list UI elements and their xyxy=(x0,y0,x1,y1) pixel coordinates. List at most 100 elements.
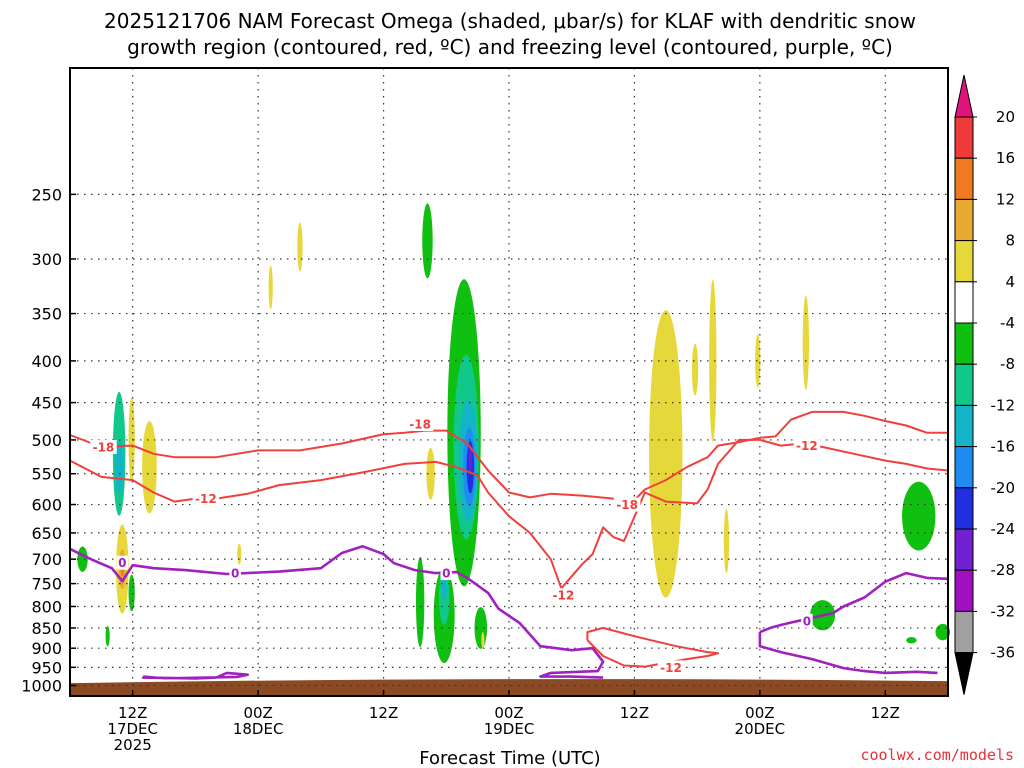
omega-cell-2 xyxy=(77,546,88,572)
colorbar-bin-11 xyxy=(954,528,974,571)
x-tick-label-30-1: 12Z xyxy=(369,704,398,722)
freezing-label-2-bg xyxy=(440,566,453,581)
y-tick-label-300: 300 xyxy=(31,250,62,269)
omega-cell-24 xyxy=(468,447,472,474)
x-tick-label-54-1: 12Z xyxy=(620,704,649,722)
dgz-contour-minus12-upper xyxy=(629,410,948,506)
colorbar-bin-10 xyxy=(954,487,974,530)
x-tick-label-18-1: 00Z xyxy=(243,704,272,722)
omega-colorbar: 20 16 12 8 4 -4 -8 -12 -16 -20 -24 -28 -32 -36 xyxy=(954,74,1016,695)
ground-surface xyxy=(70,679,948,696)
omega-cell-26 xyxy=(481,632,485,649)
omega-cell-7 xyxy=(128,574,135,612)
colorbar-top-arrow xyxy=(954,74,974,118)
omega-cell-10 xyxy=(237,543,242,565)
omega-cell-9 xyxy=(142,421,157,514)
x-tick-label-78-1: 12Z xyxy=(871,704,900,722)
colorbar-bottom-arrow xyxy=(954,652,974,695)
y-tick-label-350: 350 xyxy=(31,305,62,324)
y-tick-label-1000: 1000 xyxy=(21,677,62,696)
freezing-level-contour xyxy=(69,545,605,679)
dgz-label-4: -18 xyxy=(616,498,638,512)
dgz-label-2: -18 xyxy=(409,418,431,432)
omega-cell-31 xyxy=(755,334,761,388)
dgz-label-0-bg xyxy=(90,439,117,454)
chart-title-line2: growth region (contoured, red, ºC) and f… xyxy=(127,35,893,59)
freezing-label-0-bg xyxy=(116,555,129,570)
colorbar-label-7: -12 xyxy=(991,396,1016,414)
chart-title-line1: 2025121706 NAM Forecast Omega (shaded, μ… xyxy=(104,9,916,33)
y-tick-label-550: 550 xyxy=(31,465,62,484)
colorbar-label-4: 4 xyxy=(1005,273,1015,291)
colorbar-label-5: -4 xyxy=(1000,314,1015,332)
freezing-label-0: 0 xyxy=(118,556,126,570)
colorbar-bin-8 xyxy=(954,404,974,448)
x-axis-label: Forecast Time (UTC) xyxy=(419,748,600,768)
y-tick-label-850: 850 xyxy=(31,619,62,638)
y-tick-label-950: 950 xyxy=(31,658,62,677)
freezing-level-contour-right-low xyxy=(758,632,938,675)
colorbar-label-3: 8 xyxy=(1005,232,1015,250)
colorbar-bin-5 xyxy=(954,281,974,324)
omega-cell-27 xyxy=(649,310,683,598)
dgz-label-6-bg xyxy=(793,438,821,453)
omega-cell-36 xyxy=(906,637,917,644)
omega-cell-15 xyxy=(426,447,435,500)
y-tick-label-400: 400 xyxy=(31,352,62,371)
dgz-label-3: -12 xyxy=(553,589,575,603)
dgz-contour-minus18-upper xyxy=(69,429,631,506)
freezing-level-contour-right xyxy=(759,571,949,634)
colorbar-label-0: 20 xyxy=(996,108,1015,126)
dgz-label-4-bg xyxy=(613,497,641,512)
x-tick-label-66-1: 00Z xyxy=(745,704,774,722)
freezing-label-1: 0 xyxy=(231,567,239,581)
dgz-contour-minus18-lower xyxy=(560,438,949,589)
dgz-label-0: -18 xyxy=(93,440,115,454)
colorbar-bin-2 xyxy=(954,157,974,200)
omega-cell-13 xyxy=(422,203,433,279)
x-tick-label-18-2: 18DEC xyxy=(233,720,284,738)
omega-cell-34 xyxy=(902,481,936,551)
x-tick-label-42-1: 00Z xyxy=(494,704,523,722)
dgz-label-5-bg xyxy=(657,660,685,675)
y-tick-label-700: 700 xyxy=(31,550,62,569)
x-tick-label-66-2: 20DEC xyxy=(735,720,786,738)
dgz-label-1: -12 xyxy=(195,492,217,506)
colorbar-label-1: 16 xyxy=(996,149,1015,167)
colorbar-bin-12 xyxy=(954,569,974,612)
freezing-label-1-bg xyxy=(229,566,241,581)
colorbar-bin-6 xyxy=(954,322,974,365)
dgz-label-6: -12 xyxy=(796,439,818,453)
omega-cell-18 xyxy=(441,576,447,600)
y-tick-label-600: 600 xyxy=(31,496,62,515)
colorbar-label-10: -24 xyxy=(991,520,1016,538)
colorbar-label-6: -8 xyxy=(1000,355,1015,373)
plot-area: -18 -12 -18 -12 -18 -12 -12 0 0 0 0 250 300 350 400 450… xyxy=(21,67,951,754)
omega-cell-11 xyxy=(268,265,273,310)
freezing-label-3: 0 xyxy=(803,614,811,628)
x-tick-label-6-2: 17DEC xyxy=(107,720,158,738)
y-tick-label-900: 900 xyxy=(31,639,62,658)
dgz-label-3-bg xyxy=(550,588,577,603)
omega-cell-3 xyxy=(105,626,110,647)
dgz-label-5: -12 xyxy=(660,661,682,675)
colorbar-label-8: -16 xyxy=(991,438,1016,456)
y-tick-label-650: 650 xyxy=(31,524,62,543)
y-tick-label-750: 750 xyxy=(31,575,62,594)
omega-cell-32 xyxy=(802,295,809,390)
colorbar-bin-1 xyxy=(954,116,974,159)
y-tick-label-800: 800 xyxy=(31,597,62,616)
omega-cell-30 xyxy=(723,508,730,574)
colorbar-label-9: -20 xyxy=(991,479,1016,497)
credit-link[interactable]: coolwx.com/models xyxy=(860,746,1014,764)
colorbar-bin-3 xyxy=(954,198,974,242)
dgz-label-1-bg xyxy=(192,491,220,506)
omega-cell-1 xyxy=(114,440,124,494)
colorbar-bin-9 xyxy=(954,446,974,489)
x-tick-label-6-3: 2025 xyxy=(114,736,152,754)
colorbar-label-12: -32 xyxy=(991,602,1016,620)
freezing-label-3-bg xyxy=(801,613,813,628)
x-tick-label-42-2: 19DEC xyxy=(484,720,535,738)
omega-cell-12 xyxy=(297,222,303,272)
